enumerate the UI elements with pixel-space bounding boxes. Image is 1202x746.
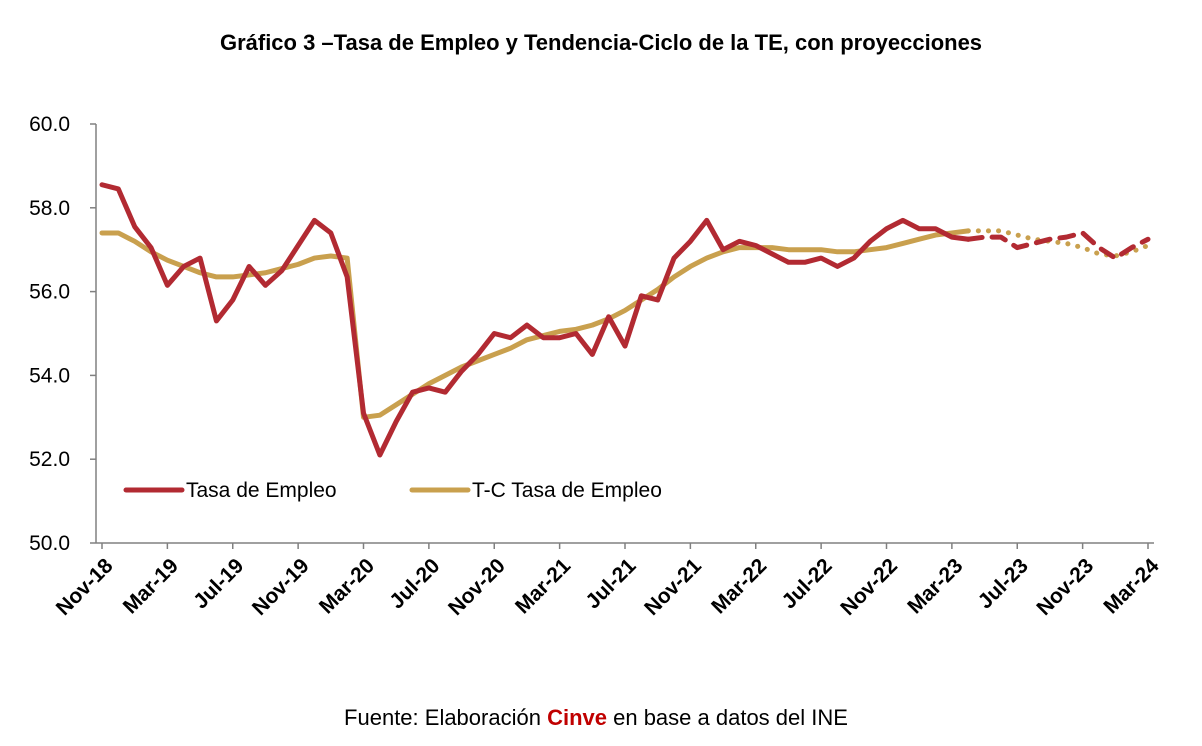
series-line-t-c-tasa-de-empleo [99,228,971,420]
chart-series [99,182,1151,458]
x-tick-label: Jul-19 [189,554,248,613]
x-tick-label: Nov-20 [444,554,510,620]
x-tick-label: Jul-20 [385,554,444,613]
x-tick-label: Mar-22 [707,554,771,618]
y-tick-label: 50.0 [29,532,70,555]
x-tick-label: Mar-23 [903,554,967,618]
x-tick-label: Jul-21 [581,554,640,613]
x-tick-label: Mar-21 [511,554,575,618]
legend-label-t-c-tasa-de-empleo: T-C Tasa de Empleo [472,479,662,502]
y-tick-label: 52.0 [29,448,70,471]
x-tick-label: Nov-23 [1032,554,1098,620]
series-projection-tasa-de-empleo [965,230,1151,261]
source-note: Fuente: Elaboración Cinve en base a dato… [344,705,848,730]
x-tick-label: Nov-21 [640,554,706,620]
source-suffix: en base a datos del INE [607,705,848,730]
x-tick-label: Mar-20 [315,554,379,618]
y-tick-label: 60.0 [29,113,70,136]
x-tick-label: Jul-22 [777,554,836,613]
legend: Tasa de Empleo T-C Tasa de Empleo [123,479,662,502]
x-tick-label: Mar-24 [1099,554,1163,618]
y-tick-label: 56.0 [29,281,70,304]
x-tick-label: Nov-22 [836,554,902,620]
x-tick-label: Jul-23 [974,554,1033,613]
source-prefix: Fuente: Elaboración [344,705,547,730]
series-line-tasa-de-empleo [99,182,971,458]
series-projection-t-c-tasa-de-empleo [965,228,1151,259]
legend-label-tasa-de-empleo: Tasa de Empleo [186,479,337,502]
y-tick-label: 54.0 [29,364,70,387]
x-tick-label: Nov-18 [52,554,118,620]
source-brand: Cinve [547,705,607,730]
chart-title: Gráfico 3 –Tasa de Empleo y Tendencia-Ci… [220,30,982,55]
x-tick-label: Nov-19 [248,554,314,620]
x-tick-label: Mar-19 [119,554,183,618]
y-tick-label: 58.0 [29,197,70,220]
